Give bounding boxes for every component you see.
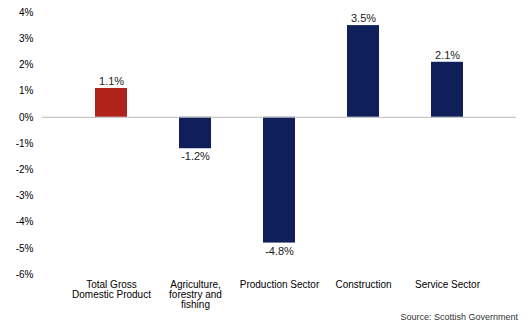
svg-text:Construction: Construction [335,279,391,290]
svg-text:-6%: -6% [16,269,34,280]
svg-text:4%: 4% [19,7,34,18]
svg-text:Production Sector: Production Sector [240,279,320,290]
svg-text:Service Sector: Service Sector [415,279,481,290]
svg-text:-5%: -5% [16,243,34,254]
svg-text:-1.2%: -1.2% [181,150,210,162]
svg-text:1%: 1% [19,85,34,96]
svg-text:-3%: -3% [16,190,34,201]
svg-text:-2%: -2% [16,164,34,175]
svg-text:Agriculture,forestry andfishin: Agriculture,forestry andfishing [169,279,222,310]
svg-text:Total GrossDomestic Product: Total GrossDomestic Product [72,279,151,300]
svg-text:3%: 3% [19,33,34,44]
svg-text:-4%: -4% [16,216,34,227]
svg-text:2%: 2% [19,59,34,70]
svg-text:2.1%: 2.1% [435,49,460,61]
svg-text:-4.8%: -4.8% [265,245,294,257]
svg-text:-1%: -1% [16,138,34,149]
html-text:Source: Scottish Government: Source: Scottish Government [400,312,518,322]
svg-text:1.1%: 1.1% [99,75,124,87]
svg-text:3.5%: 3.5% [351,12,376,24]
svg-text:0%: 0% [19,112,34,123]
